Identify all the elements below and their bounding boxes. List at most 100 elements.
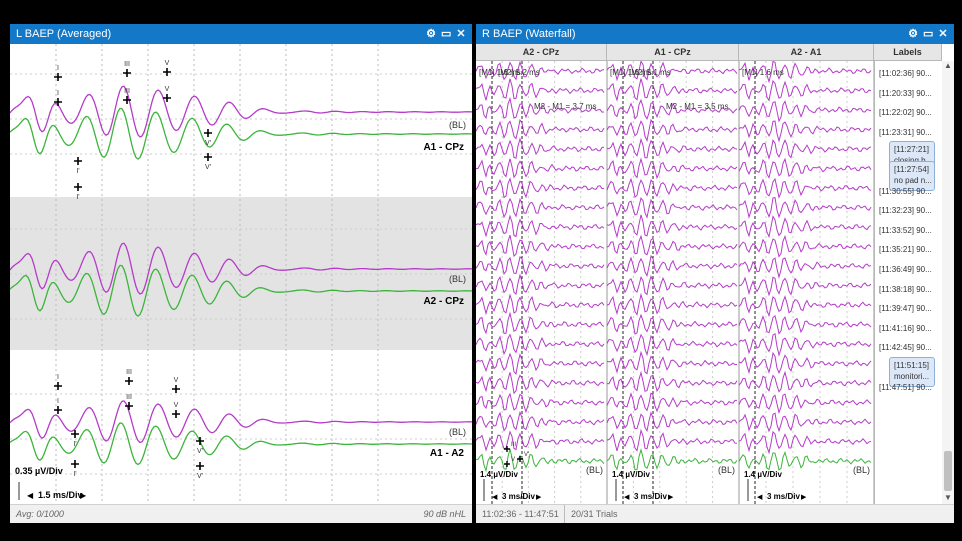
waterfall-trace xyxy=(476,333,605,356)
waterfall-trace xyxy=(738,139,872,161)
peak-label: V' xyxy=(197,473,203,480)
label-note[interactable]: [11:27:54] no pad n... xyxy=(889,161,935,191)
label-row[interactable]: [11:47:51] 90... xyxy=(879,383,932,392)
waterfall-titlebar: R BAEP (Waterfall) ⚙ ▭ ✕ xyxy=(476,24,954,44)
peak-label: V' xyxy=(205,164,211,171)
peak-marker[interactable] xyxy=(504,461,510,467)
scroll-thumb[interactable] xyxy=(944,451,952,491)
label-row[interactable]: [11:35:21] 90... xyxy=(879,245,932,254)
label-row[interactable]: [11:02:36] 90... xyxy=(879,69,932,78)
peak-marker[interactable] xyxy=(74,157,82,165)
peak-marker[interactable] xyxy=(125,402,133,410)
waterfall-trace xyxy=(738,157,872,179)
waterfall-trace xyxy=(738,100,872,123)
peak-marker[interactable] xyxy=(74,183,82,191)
col3-baseline: (BL) xyxy=(853,465,870,475)
waterfall-trace xyxy=(476,96,605,120)
gear-icon[interactable]: ⚙ xyxy=(908,28,918,40)
scroll-up-icon[interactable]: ▲ xyxy=(944,61,952,70)
labels-header: Labels xyxy=(874,44,942,61)
note-time: [11:27:54] xyxy=(894,165,929,174)
label-row[interactable]: [11:22:02] 90... xyxy=(879,108,932,117)
time-scale-arrow-right: ▶ xyxy=(80,491,87,500)
waterfall-trace xyxy=(606,428,738,452)
peak-marker[interactable] xyxy=(71,460,79,468)
peak-marker[interactable] xyxy=(54,73,62,81)
label-note[interactable]: [11:51:15] monitori... xyxy=(889,357,935,387)
peak-marker[interactable] xyxy=(196,437,204,445)
peak-label: V xyxy=(165,60,170,67)
column-header-a1-cpz[interactable]: A1 - CPz xyxy=(607,44,739,61)
peak-marker[interactable] xyxy=(54,98,62,106)
label-row[interactable]: [11:30:55] 90... xyxy=(879,187,932,196)
peak-label: V xyxy=(174,377,179,384)
labels-column: [11:02:36] 90... [11:20:33] 90... [11:22:0… xyxy=(874,61,942,505)
peak-marker[interactable] xyxy=(172,410,180,418)
channel3-baseline: (BL) xyxy=(449,427,466,437)
waterfall-plot[interactable]: III V V' [M1] 1.6 ms [M2] 5.2 ms M2 - M1 =… xyxy=(476,61,874,505)
scroll-down-icon[interactable]: ▼ xyxy=(944,493,952,502)
amp-scale: 0.35 µV/Div xyxy=(15,466,63,476)
label-row[interactable]: [11:39:47] 90... xyxy=(879,304,932,313)
close-icon[interactable]: ✕ xyxy=(456,28,466,40)
peak-label: I' xyxy=(73,441,76,448)
label-row[interactable]: [11:20:33] 90... xyxy=(879,89,932,98)
label-row[interactable]: [11:23:31] 90... xyxy=(879,128,932,137)
waterfall-trace xyxy=(606,98,738,120)
peak-marker[interactable] xyxy=(504,446,510,452)
waterfall-trace xyxy=(738,430,872,455)
waterfall-trace xyxy=(476,273,605,295)
label-row[interactable]: [11:42:45] 90... xyxy=(879,343,932,352)
peak-marker[interactable] xyxy=(517,456,523,462)
waterfall-trace xyxy=(476,410,605,432)
waterfall-trace xyxy=(606,177,738,199)
channel1-trace-magenta xyxy=(10,85,472,138)
channel2-label: A2 - CPz xyxy=(423,296,464,307)
peak-marker[interactable] xyxy=(125,377,133,385)
col2-baseline: (BL) xyxy=(718,465,735,475)
maximize-icon[interactable]: ▭ xyxy=(923,28,934,40)
waterfall-trace xyxy=(476,430,605,452)
waterfall-trace xyxy=(607,137,738,159)
col1-baseline: (BL) xyxy=(586,465,603,475)
peak-marker[interactable] xyxy=(163,94,171,102)
label-row[interactable]: [11:41:16] 90... xyxy=(879,324,932,333)
maximize-icon[interactable]: ▭ xyxy=(441,28,452,40)
peak-marker[interactable] xyxy=(196,462,204,470)
label-time: [11:36:49] xyxy=(879,265,914,274)
label-row[interactable]: [11:36:49] 90... xyxy=(879,265,932,274)
peak-marker[interactable] xyxy=(54,382,62,390)
label-value: 90... xyxy=(914,265,932,274)
waterfall-trace xyxy=(476,293,605,316)
time-scale-arrows: ◀ xyxy=(27,491,34,500)
waterfall-trace xyxy=(738,234,872,258)
label-time: [11:41:16] xyxy=(879,323,914,333)
label-row[interactable]: [11:32:23] 90... xyxy=(879,206,932,215)
column-header-a2-cpz[interactable]: A2 - CPz xyxy=(476,44,607,61)
col1-delta: M2 - M1 = 3.7 ms xyxy=(534,102,596,111)
gear-icon[interactable]: ⚙ xyxy=(426,28,436,40)
peak-marker[interactable] xyxy=(204,153,212,161)
peak-marker[interactable] xyxy=(71,430,79,438)
close-icon[interactable]: ✕ xyxy=(938,28,948,40)
label-row[interactable]: [11:38:18] 90... xyxy=(879,285,932,294)
channel3-trace-magenta xyxy=(10,400,472,444)
peak-marker[interactable] xyxy=(123,69,131,77)
col1-arrow-right: ▶ xyxy=(536,494,542,501)
peak-marker[interactable] xyxy=(123,96,131,104)
peak-label: I xyxy=(57,374,59,381)
peak-marker[interactable] xyxy=(172,385,180,393)
label-row[interactable]: [11:33:52] 90... xyxy=(879,226,932,235)
peak-label: I' xyxy=(76,168,79,175)
label-time: [11:38:18] xyxy=(879,284,914,294)
waterfall-trace xyxy=(606,333,738,357)
waterfall-trace xyxy=(476,234,605,258)
column-header-a2-a1[interactable]: A2 - A1 xyxy=(739,44,874,61)
peak-marker[interactable] xyxy=(163,68,171,76)
peak-marker[interactable] xyxy=(204,129,212,137)
peak-label: V' xyxy=(197,448,203,455)
waterfall-trace xyxy=(606,196,738,219)
peak-marker[interactable] xyxy=(54,406,62,414)
labels-scrollbar[interactable]: ▲ ▼ xyxy=(942,61,954,505)
